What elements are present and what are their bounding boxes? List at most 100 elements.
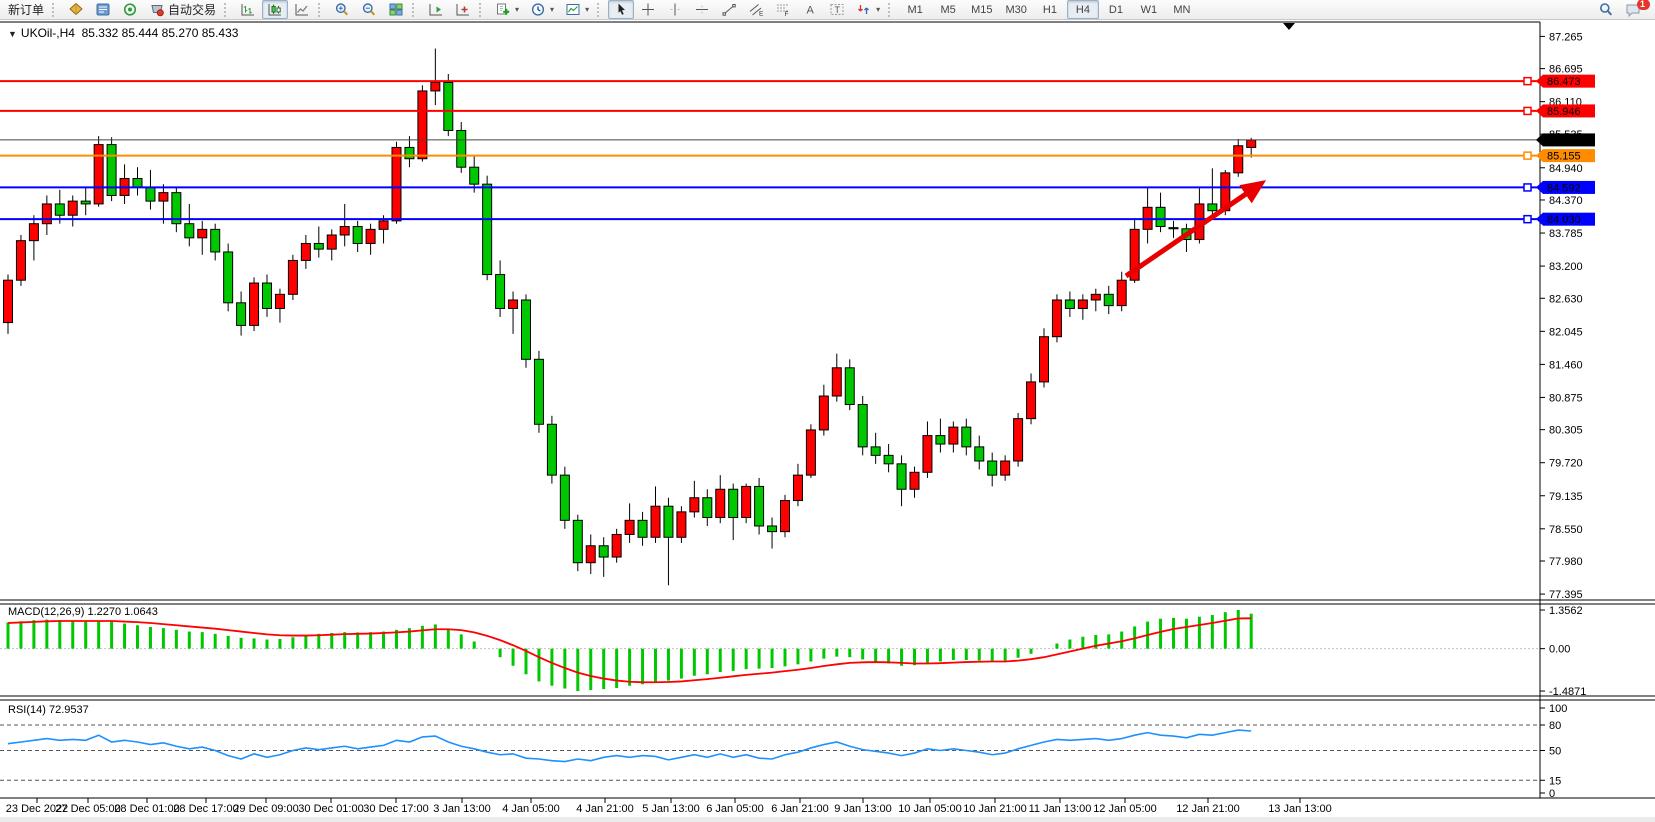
collapse-arrow-icon[interactable]: ▼	[8, 29, 17, 39]
candle	[1155, 206, 1166, 228]
text-label-button[interactable]: T	[824, 0, 850, 19]
dropdown-caret-icon: ▾	[876, 5, 881, 14]
candle	[287, 259, 298, 295]
fibonacci-button[interactable]: F	[770, 0, 796, 19]
cursor-button[interactable]	[608, 0, 635, 19]
candle	[223, 251, 234, 304]
zoom-in-button[interactable]	[329, 0, 355, 19]
fibonacci-icon: F	[777, 4, 790, 17]
candle	[792, 474, 803, 502]
candle	[572, 519, 583, 564]
svg-text:80.875: 80.875	[1549, 392, 1583, 404]
market-button[interactable]	[63, 0, 89, 19]
candle	[15, 240, 26, 281]
arrows-button[interactable]: ▾	[851, 0, 885, 19]
indicators-window-button[interactable]	[423, 0, 449, 19]
periods-button[interactable]: ▾	[525, 0, 559, 19]
timeframe-mn[interactable]: MN	[1173, 3, 1191, 16]
chart-canvas[interactable]: 87.26586.69586.11085.53584.94084.37083.7…	[0, 20, 1655, 822]
candle	[210, 228, 221, 253]
svg-text:82.045: 82.045	[1549, 326, 1583, 338]
rsi-label: RSI(14) 72.9537	[8, 704, 89, 716]
trendline-button[interactable]	[716, 0, 742, 19]
tile-windows-button[interactable]	[383, 0, 409, 19]
timeframe-m30[interactable]: M30	[1005, 3, 1027, 16]
svg-text:23 Dec 2022: 23 Dec 2022	[6, 803, 68, 815]
search-icon	[1600, 3, 1613, 16]
search-button[interactable]	[1593, 0, 1619, 19]
svg-text:6 Jan 21:00: 6 Jan 21:00	[771, 803, 829, 815]
candle	[780, 500, 790, 533]
zoom-out-button[interactable]	[356, 0, 382, 19]
horizontal-line-button[interactable]	[689, 0, 715, 19]
metaeditor-button[interactable]	[90, 0, 116, 19]
vertical-line-button[interactable]	[662, 0, 688, 19]
toolbar-separator	[597, 2, 603, 17]
candle	[339, 226, 350, 236]
timeframe-h4[interactable]: H4	[1066, 0, 1099, 19]
candlestick-chart-button[interactable]	[262, 0, 289, 19]
candle	[326, 234, 337, 250]
candle	[262, 282, 272, 309]
timeframe-m1[interactable]: M1	[907, 3, 923, 16]
svg-text:77.395: 77.395	[1549, 589, 1583, 601]
candle	[1039, 336, 1049, 383]
chart-window: 87.26586.69586.11085.53584.94084.37083.7…	[0, 20, 1655, 822]
bar-chart-button[interactable]	[235, 0, 261, 19]
candle	[987, 460, 998, 476]
text-button[interactable]: A	[797, 0, 823, 19]
candle	[184, 223, 195, 239]
add-object-button[interactable]: ▾	[490, 0, 524, 19]
macd-values: 1.2270 1.0643	[87, 606, 158, 618]
svg-text:12 Jan 05:00: 12 Jan 05:00	[1093, 803, 1157, 815]
candle	[378, 220, 389, 230]
svg-text:50: 50	[1549, 746, 1561, 758]
candle	[1013, 418, 1024, 462]
text-label-icon: T	[830, 4, 844, 15]
new-order-button[interactable]: 新订单	[3, 0, 49, 19]
signals-button[interactable]	[117, 0, 143, 19]
candle	[391, 146, 402, 222]
svg-text:81.460: 81.460	[1549, 359, 1583, 371]
toolbar-separator	[888, 2, 894, 17]
candle	[702, 497, 713, 519]
macd-label: MACD(12,26,9) 1.2270 1.0643	[8, 606, 158, 618]
rsi-panel[interactable]: 100 80 50 150	[0, 703, 1567, 800]
templates-button[interactable]: ▾	[560, 0, 594, 19]
trend-arrow[interactable]	[1124, 180, 1267, 279]
timeframe-m15[interactable]: M15	[971, 3, 993, 16]
macd-name: MACD(12,26,9)	[8, 606, 85, 618]
timeframe-w1[interactable]: W1	[1140, 3, 1158, 16]
candles[interactable]	[3, 48, 1257, 586]
candle	[93, 144, 104, 205]
svg-text:1.3562: 1.3562	[1549, 605, 1583, 617]
timeframe-d1[interactable]: D1	[1108, 3, 1123, 16]
svg-text:E: E	[759, 11, 764, 18]
equidistant-channel-icon: E	[749, 4, 764, 18]
auto-trading-label: 自动交易	[168, 3, 217, 17]
svg-text:27 Dec 05:00: 27 Dec 05:00	[55, 803, 120, 815]
crosshair-button[interactable]	[635, 0, 661, 19]
candle	[54, 203, 65, 216]
candle	[1168, 227, 1179, 230]
macd-panel[interactable]: 1.3562 0.00 -1.4871	[0, 605, 1586, 698]
chat-button[interactable]: 1	[1620, 0, 1650, 19]
templates-icon	[566, 4, 580, 15]
candle	[961, 426, 972, 448]
timeframe-m5[interactable]: M5	[940, 3, 956, 16]
line-chart-button[interactable]	[289, 0, 315, 19]
chart-title: ▼ UKOil-,H4 85.332 85.444 85.270 85.433	[8, 26, 238, 40]
auto-trading-button[interactable]: 自动交易	[144, 0, 221, 19]
candle	[313, 242, 324, 250]
indicator-add-button[interactable]	[450, 0, 476, 19]
svg-text:4 Jan 21:00: 4 Jan 21:00	[576, 803, 634, 815]
candle	[274, 293, 285, 309]
zoom-out-icon	[362, 3, 376, 16]
equidistant-channel-button[interactable]: E	[743, 0, 769, 19]
svg-text:A: A	[807, 5, 815, 17]
timeframe-h1: H1	[1042, 3, 1057, 16]
annotations[interactable]	[1124, 23, 1295, 279]
horizontal-line-icon	[696, 5, 709, 14]
level-lines[interactable]: 86.473 85.946 85.433 85.155 84.592 84.030	[0, 74, 1595, 227]
